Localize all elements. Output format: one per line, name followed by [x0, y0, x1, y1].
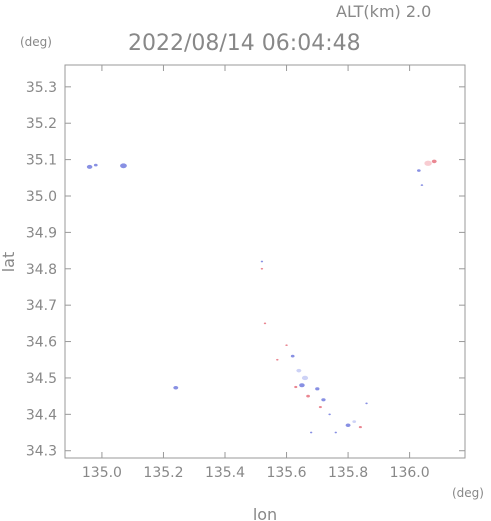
echo-point — [294, 385, 298, 389]
x-tick-label: 136.0 — [390, 465, 430, 481]
y-tick-label: 34.9 — [26, 225, 57, 241]
y-tick-label: 35.1 — [26, 153, 57, 169]
x-tick-label: 135.0 — [82, 465, 122, 481]
y-axis-label: lat — [0, 252, 18, 273]
echo-point — [301, 375, 309, 381]
x-axis-label: lon — [253, 505, 277, 521]
echo-point — [263, 322, 267, 325]
y-tick-label: 34.3 — [26, 444, 57, 460]
x-tick-label: 135.4 — [205, 465, 245, 481]
echo-point — [285, 344, 288, 347]
echo-point — [365, 402, 368, 405]
echo-point — [309, 431, 313, 434]
echo-point — [417, 169, 421, 172]
echo-point — [260, 267, 264, 270]
y-tick-label: 34.6 — [26, 335, 57, 351]
echo-point — [276, 358, 279, 361]
echo-point — [424, 160, 432, 166]
echo-point — [296, 368, 302, 373]
echo-point — [260, 260, 264, 263]
echo-point — [290, 354, 295, 358]
y-tick-label: 35.2 — [26, 116, 57, 132]
y-tick-label: 35.0 — [26, 189, 57, 205]
echo-point — [318, 405, 322, 409]
chart-title-timestamp: 2022/08/14 06:04:48 — [128, 31, 361, 56]
echo-point — [321, 398, 326, 402]
echo-point — [420, 184, 424, 186]
x-tick-label: 135.6 — [266, 465, 306, 481]
y-tick-label: 34.5 — [26, 371, 57, 387]
y-tick-label: 34.8 — [26, 262, 57, 278]
echo-point — [328, 413, 331, 416]
echo-point — [120, 163, 127, 169]
echo-point — [299, 383, 305, 388]
echo-point — [86, 164, 93, 169]
echo-point — [306, 394, 310, 398]
echo-point — [431, 159, 437, 164]
y-tick-label: 34.4 — [26, 407, 57, 423]
x-tick-label: 135.8 — [328, 465, 368, 481]
echo-point — [173, 385, 179, 390]
x-tick-label: 135.2 — [143, 465, 183, 481]
y-tick-label: 35.3 — [26, 80, 57, 96]
x-unit-label: (deg) — [452, 486, 484, 500]
altitude-label: ALT(km) 2.0 — [336, 2, 431, 21]
echo-point — [352, 420, 357, 423]
echo-layer — [86, 159, 437, 434]
plot-frame — [64, 64, 466, 459]
y-unit-label: (deg) — [20, 35, 52, 49]
echo-point — [93, 163, 98, 167]
axis-ticks: 135.0 135.2 135.4 135.6 135.8 136.0 34.3 34.4 34… — [26, 65, 465, 481]
echo-point — [358, 425, 362, 429]
echo-point — [315, 387, 320, 391]
y-tick-label: 34.7 — [26, 298, 57, 314]
echo-point — [334, 431, 337, 434]
echo-point — [345, 423, 351, 428]
